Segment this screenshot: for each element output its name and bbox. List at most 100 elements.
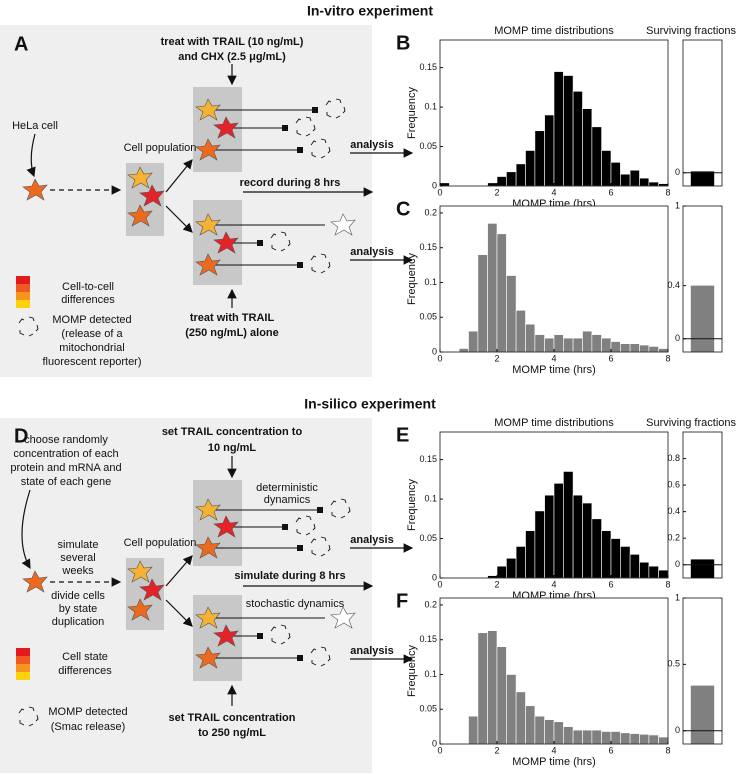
bar	[690, 285, 715, 352]
cell	[127, 598, 153, 621]
section-title: In-silico experiment	[304, 396, 436, 412]
hist-bar	[591, 518, 602, 579]
arrow	[165, 205, 193, 233]
hist-bar	[648, 346, 659, 353]
hist-bar	[639, 733, 650, 745]
legend-swatch	[16, 664, 30, 672]
analysis-label: analysis	[350, 246, 393, 258]
y-tick-label: 0.1	[424, 493, 437, 503]
cell	[195, 536, 221, 559]
step-text: protein and mRNA and	[10, 462, 121, 474]
y-tick-label: 0	[432, 346, 437, 356]
bar	[690, 171, 715, 186]
momp-icon	[295, 116, 316, 137]
treatment: 10 ng/mL	[208, 442, 257, 454]
arrow	[165, 599, 193, 627]
y-tick-label: 0.15	[419, 454, 437, 464]
panel-label: D	[14, 425, 28, 447]
cell	[22, 570, 48, 593]
cell	[139, 184, 165, 207]
hist-bar	[620, 343, 631, 353]
hist-bar	[648, 181, 659, 187]
cell	[213, 624, 239, 647]
plot-bg	[440, 206, 668, 352]
x-tick-label: 0	[437, 745, 442, 755]
step-text: by state	[59, 603, 98, 615]
x-tick-label: 6	[608, 745, 613, 755]
treatment: treat with TRAIL	[190, 312, 275, 324]
hist-bar	[487, 182, 498, 187]
x-tick-label: 0	[437, 353, 442, 363]
bar	[690, 685, 715, 744]
hist-bar	[496, 233, 507, 353]
hist-bar	[582, 108, 593, 187]
hist-bar	[639, 561, 650, 579]
panel-label: B	[396, 32, 410, 54]
hist-bar	[572, 729, 583, 745]
y-tick-label: 0.15	[419, 62, 437, 72]
hist-bar	[534, 510, 545, 579]
x-axis-label: MOMP time (hrs)	[512, 756, 596, 768]
hist-bar	[639, 344, 650, 353]
hist-bar	[648, 565, 659, 579]
momp-icon	[18, 706, 39, 727]
y-tick-label: 0.6	[667, 479, 680, 489]
treatment: (250 ng/mL) alone	[185, 327, 279, 339]
cell	[213, 231, 239, 254]
cell	[195, 606, 221, 629]
x-tick-label: 8	[665, 187, 670, 197]
hist-bar	[563, 471, 574, 579]
cell	[195, 253, 221, 276]
hist-bar	[496, 176, 507, 187]
plot-frame	[682, 597, 723, 745]
x-tick-label: 2	[494, 745, 499, 755]
hist-bar	[477, 632, 488, 745]
hist-bar	[553, 721, 564, 745]
legend-swatch	[16, 284, 30, 292]
hist-bar	[544, 337, 555, 353]
hist-bar	[591, 729, 602, 745]
momp-icon	[310, 646, 331, 667]
plot-bg	[683, 40, 722, 186]
x-tick-label: 4	[551, 745, 556, 755]
cell	[213, 116, 239, 139]
panel-label: A	[14, 33, 28, 55]
hist-bar	[620, 173, 631, 187]
treatment: and CHX (2.5 μg/mL)	[178, 51, 286, 63]
hist-bar	[553, 334, 564, 353]
hist-bar	[591, 334, 602, 353]
y-tick-label: 0	[432, 572, 437, 582]
x-tick-label: 6	[608, 353, 613, 363]
population-label: Cell population	[124, 142, 197, 154]
treatment: to 250 ng/mL	[198, 727, 266, 739]
hist-bar	[506, 557, 517, 579]
legend-text: Cell state	[62, 651, 108, 663]
legend-text: fluorescent reporter)	[42, 356, 141, 368]
y-tick-label: 0.5	[667, 659, 680, 669]
arrow	[21, 489, 31, 570]
momp-marker	[297, 545, 303, 551]
plot-bg	[683, 432, 722, 578]
momp-icon	[295, 515, 316, 536]
momp-marker	[257, 240, 263, 246]
dynamics-label: deterministic	[256, 482, 318, 494]
momp-icon	[325, 98, 346, 119]
analysis-label: analysis	[350, 645, 393, 657]
legend-swatch	[16, 292, 30, 300]
x-tick-label: 4	[551, 187, 556, 197]
y-tick-label: 0	[675, 559, 680, 569]
momp-icon	[330, 498, 351, 519]
hist-bar	[458, 348, 469, 353]
legend-swatch	[16, 656, 30, 664]
momp-marker	[282, 125, 288, 131]
step-text: simulate	[58, 539, 99, 551]
bar	[690, 559, 715, 578]
momp-icon	[310, 253, 331, 274]
y-tick-label: 0.05	[419, 704, 437, 714]
panel-a-bg	[0, 25, 372, 377]
y-tick-label: 0.4	[667, 280, 680, 290]
cell	[195, 498, 221, 521]
legend-text: differences	[58, 665, 112, 677]
y-tick-label: 0.15	[419, 242, 437, 252]
hist-bar	[525, 150, 536, 187]
